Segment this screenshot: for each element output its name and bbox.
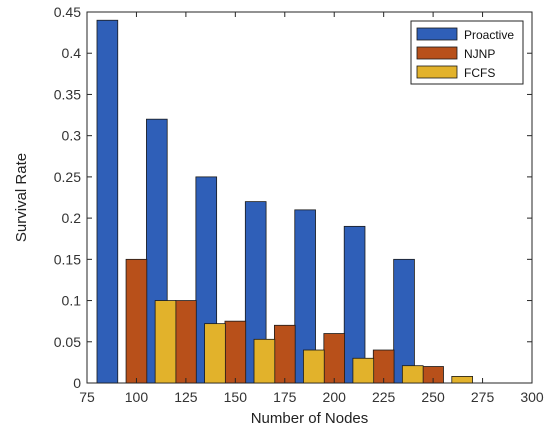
bar-fcfs-100 — [154, 300, 177, 384]
y-tick-label: 0.15 — [54, 251, 81, 267]
bar-fcfs-250 — [451, 376, 473, 384]
y-tick-label: 0.1 — [62, 293, 82, 309]
bar-njnp-200 — [323, 333, 346, 384]
x-tick-label: 75 — [79, 389, 95, 405]
bar-njnp-100 — [125, 258, 148, 384]
legend-label-fcfs: FCFS — [464, 66, 495, 80]
y-tick-label: 0.45 — [54, 4, 81, 20]
x-tick-label: 250 — [421, 389, 445, 405]
bar-njnp-175 — [273, 324, 296, 384]
bar-njnp-125 — [175, 300, 197, 384]
legend-swatch-proactive — [416, 27, 458, 41]
x-tick-label: 100 — [125, 389, 149, 405]
series-proactive — [96, 19, 415, 384]
legend-swatch-njnp — [416, 46, 458, 60]
x-tick-label: 200 — [323, 389, 347, 405]
legend-label-proactive: Proactive — [464, 28, 514, 42]
y-tick-label: 0 — [73, 375, 81, 391]
y-tick-label: 0.35 — [54, 86, 81, 102]
y-tick-label: 0.2 — [62, 210, 82, 226]
x-tick-label: 150 — [224, 389, 248, 405]
y-tick-label: 0.4 — [62, 45, 82, 61]
legend-label-njnp: NJNP — [464, 47, 495, 61]
bar-proactive-100 — [96, 19, 119, 384]
series-fcfs — [154, 300, 473, 384]
bar-fcfs-200 — [352, 357, 375, 384]
x-axis-ticks: 75 100 125 150 175 200 225 250 275 300 — [79, 12, 544, 405]
bar-fcfs-225 — [401, 365, 424, 384]
bar-proactive-250 — [393, 258, 415, 384]
legend: Proactive NJNP FCFS — [410, 20, 524, 85]
x-tick-label: 125 — [174, 389, 198, 405]
bar-njnp-150 — [224, 320, 247, 384]
bar-fcfs-125 — [204, 323, 226, 384]
x-tick-label: 300 — [520, 389, 544, 405]
y-tick-label: 0.05 — [54, 334, 81, 350]
y-tick-label: 0.25 — [54, 169, 81, 185]
bar-fcfs-150 — [253, 338, 276, 384]
x-tick-label: 275 — [471, 389, 495, 405]
series-njnp — [125, 258, 444, 384]
y-axis-label: Survival Rate — [13, 153, 30, 242]
bar-fcfs-175 — [303, 349, 325, 384]
x-tick-label: 175 — [273, 389, 297, 405]
x-tick-label: 225 — [372, 389, 396, 405]
y-tick-label: 0.3 — [62, 128, 82, 144]
bars — [96, 19, 473, 384]
y-axis-ticks: 0 0.05 0.1 0.15 0.2 0.25 0.3 0.35 0.4 0.45 — [54, 4, 532, 391]
legend-swatch-fcfs — [416, 65, 458, 79]
x-axis-label: Number of Nodes — [251, 410, 369, 427]
